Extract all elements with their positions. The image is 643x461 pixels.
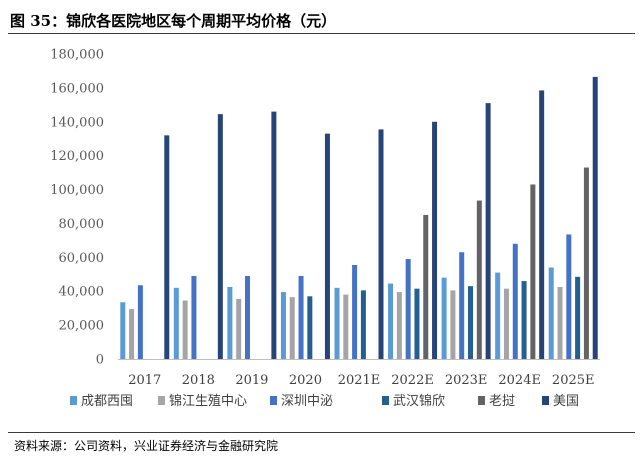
bar (191, 275, 197, 359)
y-tick-label: 140,000 (50, 115, 104, 130)
legend-swatch (70, 396, 77, 405)
y-tick-label: 20,000 (59, 319, 105, 334)
x-tick-label: 2018 (182, 373, 215, 388)
legend-swatch (158, 396, 165, 405)
legend-label: 深圳中泌 (281, 394, 333, 409)
legend-swatch (270, 396, 277, 405)
bar (227, 286, 233, 359)
y-tick-label: 80,000 (59, 217, 105, 232)
bar (592, 76, 598, 360)
bar (164, 135, 170, 359)
legend-label: 美国 (553, 394, 579, 409)
bar (450, 290, 456, 360)
bar (495, 272, 501, 359)
bar (548, 267, 554, 359)
bar (182, 300, 188, 359)
bar (485, 103, 491, 359)
bar (432, 121, 438, 359)
bar (503, 288, 509, 359)
y-tick-label: 0 (96, 353, 104, 368)
bars (120, 76, 598, 360)
bar (512, 243, 518, 359)
figure-title: 图 35：锦欣各医院地区每个周期平均价格（元） (10, 12, 337, 30)
y-tick-label: 100,000 (50, 183, 104, 198)
bar (352, 264, 358, 359)
legend-swatch (542, 396, 549, 405)
y-tick-label: 160,000 (50, 81, 104, 96)
bar (343, 294, 349, 359)
bar (405, 259, 411, 359)
bar (476, 200, 482, 359)
bar (280, 292, 286, 359)
title-divider (8, 33, 635, 34)
bar (271, 111, 277, 359)
bar (441, 277, 447, 359)
legend-label: 武汉锦欣 (393, 394, 445, 409)
bar (557, 286, 563, 359)
bar (137, 285, 143, 359)
x-tick-label: 2023E (445, 373, 488, 388)
legend-swatch (382, 396, 389, 405)
bar (173, 287, 179, 359)
y-tick-label: 120,000 (50, 149, 104, 164)
y-axis-labels: 0 20,000 40,000 60,000 80,000 100,000 120,000 1… (50, 48, 104, 368)
x-tick-label: 2019 (235, 373, 268, 388)
bar (378, 129, 384, 359)
bar (129, 309, 135, 359)
x-tick-label: 2024E (498, 373, 541, 388)
bar (120, 302, 126, 359)
bar (360, 290, 366, 360)
footer-divider (8, 432, 635, 433)
bar (217, 114, 223, 360)
y-tick-label: 180,000 (50, 48, 104, 63)
bar (583, 167, 589, 359)
x-tick-label: 2021E (338, 373, 381, 388)
y-tick-label: 60,000 (59, 251, 105, 266)
bar (334, 287, 340, 359)
bar (468, 286, 474, 359)
bar (236, 298, 242, 359)
x-tick-label: 2025E (552, 373, 595, 388)
y-tick-label: 40,000 (59, 285, 105, 300)
bar (530, 184, 536, 359)
x-tick-label: 2020 (289, 373, 322, 388)
x-tick-label: 2022E (391, 373, 434, 388)
bar-chart: 0 20,000 40,000 60,000 80,000 100,000 120,000 1… (50, 48, 600, 409)
bar (298, 275, 304, 359)
bar (521, 281, 527, 359)
bar (388, 283, 394, 359)
bar (414, 288, 420, 359)
x-axis-labels: 2017 2018 2019 2020 2021E 2022E 2023E 2024E 2025… (128, 373, 594, 388)
bar (575, 276, 581, 359)
bar (396, 292, 402, 359)
legend-label: 成都西囤 (81, 394, 133, 409)
bar (307, 296, 313, 359)
bar (244, 275, 250, 359)
bar (289, 297, 295, 359)
bar (539, 90, 545, 360)
bar (423, 214, 429, 359)
bar (324, 133, 330, 359)
bar (566, 234, 572, 359)
legend-swatch (478, 396, 485, 405)
bar (459, 252, 465, 359)
x-tick-label: 2017 (128, 373, 161, 388)
source-note: 资料来源：公司资料，兴业证券经济与金融研究院 (14, 439, 279, 453)
legend: 成都西囤 锦江生殖中心 深圳中泌 武汉锦欣 老挝 美国 (70, 393, 579, 409)
legend-label: 锦江生殖中心 (169, 393, 247, 409)
legend-label: 老挝 (489, 394, 515, 409)
